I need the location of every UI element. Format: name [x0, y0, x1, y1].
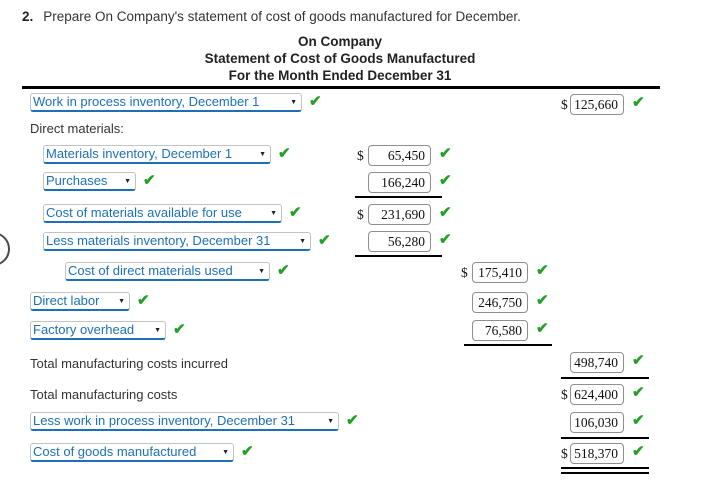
dollar-sign: $	[357, 148, 364, 163]
instruction-text: 2. Prepare On Company's statement of cost…	[22, 9, 521, 24]
chevron-down-icon: ▼	[327, 417, 334, 425]
statement-company-name: On Company	[297, 34, 382, 49]
instruction-number: 2.	[22, 9, 34, 24]
chevron-down-icon: ▼	[259, 150, 266, 158]
check-icon: ✔	[318, 232, 331, 249]
chevron-down-icon: ▼	[258, 267, 265, 275]
dropdown-cost-of-materials-available[interactable]: Cost of materials available for use ▼	[43, 204, 282, 223]
amount-input-cost-of-goods-manufactured[interactable]: 518,370	[570, 443, 624, 464]
dropdown-less-wip-inventory-dec-31[interactable]: Less work in process inventory, December…	[30, 412, 339, 431]
subtotal-line-col1	[355, 196, 442, 198]
subtotal-line-col3	[561, 377, 649, 379]
check-icon: ✔	[137, 292, 150, 309]
dollar-sign: $	[357, 207, 364, 222]
chevron-down-icon: ▼	[270, 209, 277, 217]
dropdown-label: Cost of goods manufactured	[33, 444, 197, 459]
page-decoration-circle	[0, 232, 10, 266]
amount-input-less-materials-inventory[interactable]: 56,280	[368, 231, 431, 252]
dropdown-direct-labor[interactable]: Direct labor ▼	[30, 292, 130, 311]
check-icon: ✔	[346, 412, 359, 429]
dropdown-label: Purchases	[46, 173, 108, 188]
dollar-sign: $	[561, 97, 568, 112]
dollar-sign: $	[461, 265, 468, 280]
chevron-down-icon: ▼	[299, 237, 306, 245]
statement-title: Statement of Cost of Goods Manufactured	[204, 51, 476, 66]
check-icon: ✔	[143, 172, 156, 189]
double-total-rule	[561, 467, 649, 474]
amount-input-wip-dec-1[interactable]: 125,660	[570, 94, 624, 115]
header-rule	[22, 86, 660, 89]
check-icon: ✔	[536, 262, 549, 279]
dropdown-label: Cost of materials available for use	[46, 205, 242, 220]
chevron-down-icon: ▼	[118, 297, 125, 305]
check-icon: ✔	[289, 204, 302, 221]
dropdown-less-materials-inventory-dec-31[interactable]: Less materials inventory, December 31 ▼	[43, 232, 311, 251]
check-icon: ✔	[277, 262, 290, 279]
check-icon: ✔	[632, 94, 645, 111]
amount-input-cost-materials-available[interactable]: 231,690	[368, 204, 431, 225]
subtotal-line-col3	[561, 437, 649, 439]
amount-input-total-mfg-costs-incurred[interactable]: 498,740	[570, 352, 624, 373]
dropdown-cost-of-direct-materials-used[interactable]: Cost of direct materials used ▼	[65, 262, 270, 281]
check-icon: ✔	[632, 443, 645, 460]
check-icon: ✔	[632, 384, 645, 401]
statement-period: For the Month Ended December 31	[228, 68, 452, 83]
dropdown-cost-of-goods-manufactured[interactable]: Cost of goods manufactured ▼	[30, 443, 234, 462]
dropdown-label: Direct labor	[33, 293, 100, 308]
amount-input-less-wip-inventory[interactable]: 106,030	[570, 412, 624, 433]
amount-input-total-mfg-costs[interactable]: 624,400	[570, 384, 624, 405]
label-total-manufacturing-costs-incurred: Total manufacturing costs incurred	[30, 356, 228, 371]
chevron-down-icon: ▼	[290, 98, 297, 106]
dollar-sign: $	[561, 387, 568, 402]
check-icon: ✔	[278, 145, 291, 162]
amount-input-factory-overhead[interactable]: 76,580	[472, 320, 528, 341]
dollar-sign: $	[561, 446, 568, 461]
check-icon: ✔	[439, 172, 452, 189]
subtotal-line-col2	[464, 344, 552, 346]
label-total-manufacturing-costs: Total manufacturing costs	[30, 387, 178, 402]
label-direct-materials: Direct materials:	[30, 121, 124, 136]
chevron-down-icon: ▼	[222, 448, 229, 456]
instruction-body: Prepare On Company's statement of cost o…	[43, 9, 521, 24]
amount-input-direct-labor[interactable]: 246,750	[472, 292, 528, 313]
check-icon: ✔	[309, 93, 322, 110]
dropdown-materials-inventory-dec-1[interactable]: Materials inventory, December 1 ▼	[43, 145, 271, 164]
dropdown-label: Factory overhead	[33, 322, 135, 337]
check-icon: ✔	[632, 412, 645, 429]
dropdown-label: Work in process inventory, December 1	[33, 94, 260, 109]
dropdown-label: Cost of direct materials used	[68, 263, 233, 278]
amount-input-materials-inventory-dec-1[interactable]: 65,450	[368, 145, 431, 166]
dropdown-factory-overhead[interactable]: Factory overhead ▼	[30, 321, 166, 340]
dropdown-label: Less materials inventory, December 31	[46, 233, 271, 248]
dropdown-label: Materials inventory, December 1	[46, 146, 233, 161]
check-icon: ✔	[173, 321, 186, 338]
amount-input-purchases[interactable]: 166,240	[368, 172, 431, 193]
dropdown-purchases[interactable]: Purchases ▼	[43, 172, 136, 191]
chevron-down-icon: ▼	[154, 326, 161, 334]
subtotal-line-col1	[355, 255, 442, 257]
check-icon: ✔	[439, 231, 452, 248]
check-icon: ✔	[536, 320, 549, 337]
check-icon: ✔	[632, 352, 645, 369]
check-icon: ✔	[536, 292, 549, 309]
amount-input-cost-direct-materials-used[interactable]: 175,410	[472, 262, 528, 283]
dropdown-label: Less work in process inventory, December…	[33, 413, 296, 428]
check-icon: ✔	[439, 145, 452, 162]
check-icon: ✔	[241, 443, 254, 460]
dropdown-work-in-process-inventory-dec-1[interactable]: Work in process inventory, December 1 ▼	[30, 93, 302, 112]
check-icon: ✔	[439, 204, 452, 221]
chevron-down-icon: ▼	[124, 177, 131, 185]
